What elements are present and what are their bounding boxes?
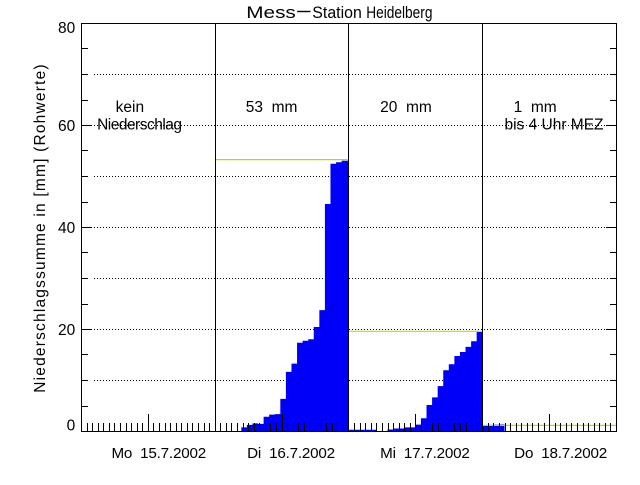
svg-text:bis 4 Uhr MEZ: bis 4 Uhr MEZ [504,117,603,134]
svg-text:Mi 17.7.2002: Mi 17.7.2002 [380,445,469,462]
svg-text:20 mm: 20 mm [380,99,432,116]
svg-text:1 mm: 1 mm [514,99,557,116]
svg-text:Niederschlagssumme in [mm] (Ro: Niederschlagssumme in [mm] (Rohwerte) [32,63,49,393]
svg-text:53 mm: 53 mm [246,99,298,116]
svg-text:40: 40 [58,220,76,237]
svg-text:Niederschlag: Niederschlag [97,117,181,134]
svg-text:0: 0 [67,418,76,435]
svg-text:Di 16.7.2002: Di 16.7.2002 [247,445,335,462]
svg-text:Do 18.7.2002: Do 18.7.2002 [514,445,607,462]
svg-text:Heidelberg: Heidelberg [366,4,432,22]
svg-text:20: 20 [58,322,76,339]
svg-text:Mo 15.7.2002: Mo 15.7.2002 [111,445,206,462]
svg-text:Station: Station [312,4,362,22]
svg-text:60: 60 [58,118,76,135]
svg-text:kein: kein [116,99,144,116]
svg-text:80: 80 [58,20,76,37]
svg-text:Mess: Mess [246,4,295,22]
